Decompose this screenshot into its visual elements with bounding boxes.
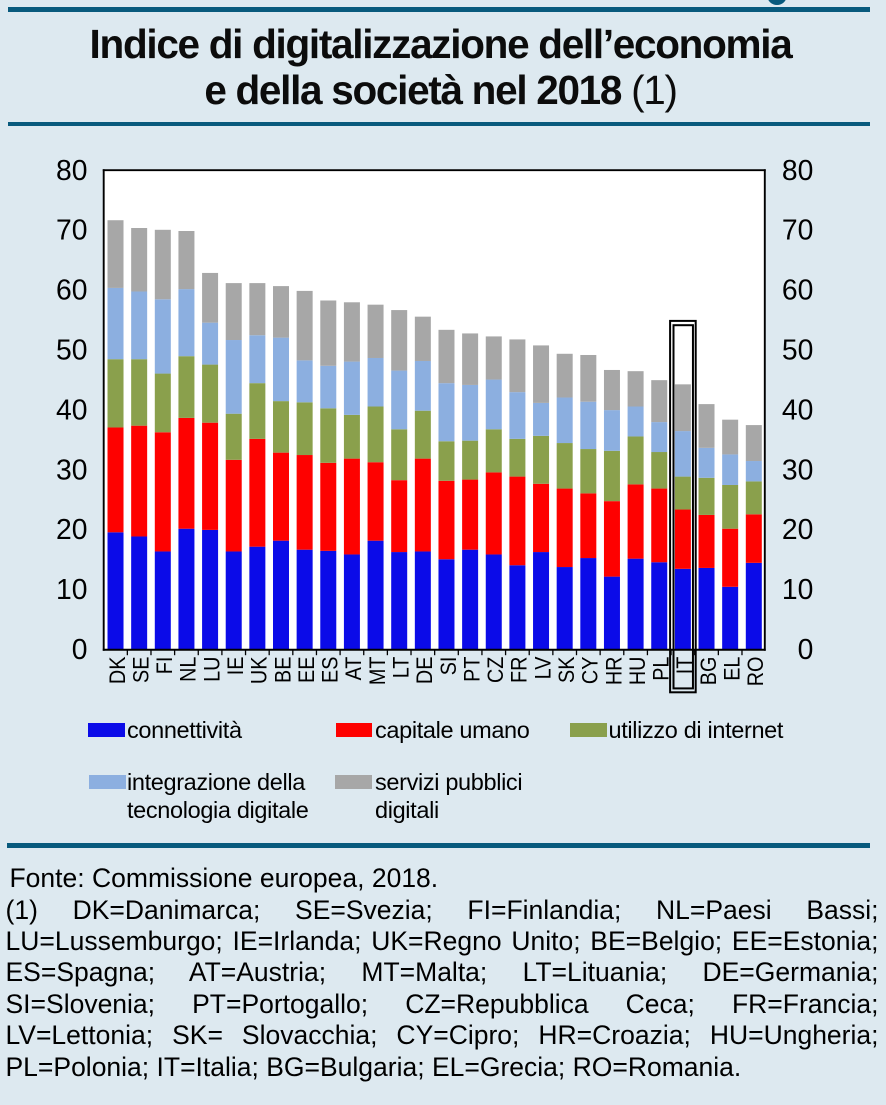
svg-text:70: 70 <box>782 214 813 246</box>
svg-text:40: 40 <box>782 393 813 425</box>
svg-text:0: 0 <box>72 633 88 665</box>
svg-text:DK: DK <box>106 657 130 685</box>
svg-text:ES: ES <box>319 657 343 683</box>
svg-text:BE: BE <box>271 657 295 683</box>
svg-text:30: 30 <box>782 453 813 485</box>
svg-text:80: 80 <box>56 154 87 186</box>
svg-text:50: 50 <box>56 334 87 366</box>
svg-text:0: 0 <box>798 633 814 665</box>
svg-text:SI: SI <box>437 657 461 676</box>
svg-text:SE: SE <box>130 657 154 683</box>
svg-text:50: 50 <box>782 334 813 366</box>
svg-text:40: 40 <box>56 393 87 425</box>
svg-text:DE: DE <box>413 657 437 685</box>
svg-text:UK: UK <box>248 657 272 685</box>
svg-text:AT: AT <box>342 656 366 680</box>
svg-text:EL: EL <box>721 657 745 681</box>
svg-text:60: 60 <box>56 274 87 306</box>
svg-text:70: 70 <box>56 214 87 246</box>
svg-text:10: 10 <box>56 573 87 605</box>
svg-text:IT: IT <box>673 656 697 674</box>
svg-text:FR: FR <box>508 657 532 683</box>
svg-text:NL: NL <box>177 657 201 682</box>
svg-text:FI: FI <box>153 657 177 675</box>
svg-text:80: 80 <box>782 154 813 186</box>
svg-text:LT: LT <box>390 656 414 678</box>
svg-text:BG: BG <box>697 657 721 686</box>
svg-text:IE: IE <box>224 657 248 676</box>
svg-text:LU: LU <box>200 657 224 682</box>
svg-text:20: 20 <box>782 513 813 545</box>
svg-text:CZ: CZ <box>484 656 508 683</box>
svg-text:MT: MT <box>366 656 390 685</box>
svg-text:PT: PT <box>460 656 484 681</box>
svg-text:HU: HU <box>626 657 650 686</box>
svg-text:10: 10 <box>782 573 813 605</box>
svg-text:30: 30 <box>56 453 87 485</box>
svg-text:SK: SK <box>555 657 579 683</box>
svg-text:60: 60 <box>782 274 813 306</box>
svg-text:CY: CY <box>579 657 603 685</box>
svg-text:RO: RO <box>744 657 768 687</box>
svg-text:EE: EE <box>295 657 319 683</box>
svg-text:LV: LV <box>531 657 555 680</box>
svg-text:20: 20 <box>56 513 87 545</box>
svg-text:HR: HR <box>602 657 626 686</box>
